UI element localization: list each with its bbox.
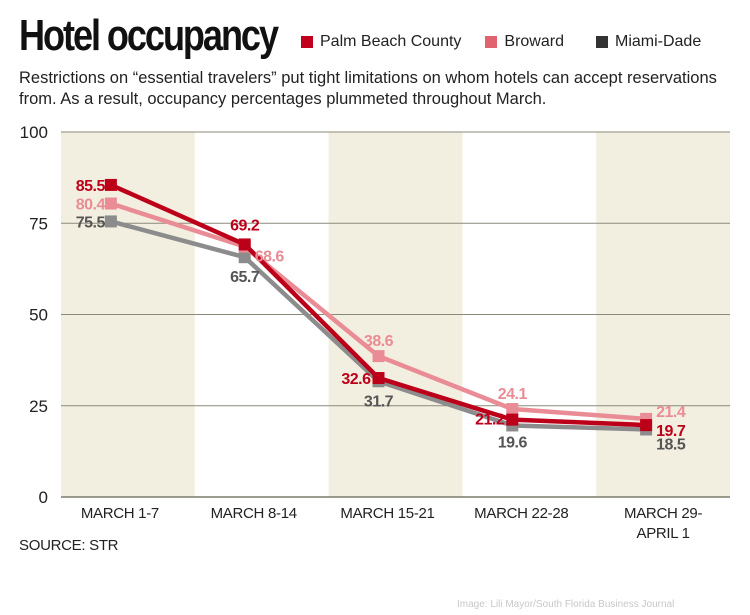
y-tick-label: 100 bbox=[20, 123, 48, 142]
source-note: SOURCE: STR bbox=[19, 537, 119, 554]
data-label-palm-beach-county: 21.2 bbox=[475, 412, 505, 429]
legend: Palm Beach County Broward Miami-Dade bbox=[301, 33, 721, 51]
data-label-broward: 80.4 bbox=[76, 197, 106, 214]
y-tick-label: 75 bbox=[29, 214, 48, 233]
data-label-broward: 24.1 bbox=[498, 386, 528, 403]
y-tick-label: 25 bbox=[29, 397, 48, 416]
legend-label-miami-dade: Miami-Dade bbox=[614, 33, 702, 50]
data-label-broward: 68.6 bbox=[255, 249, 285, 266]
data-label-palm-beach-county: 19.7 bbox=[656, 423, 686, 440]
chart-subtitle: Restrictions on “essential travelers” pu… bbox=[19, 69, 717, 108]
data-point-broward bbox=[104, 197, 117, 210]
data-label-miami-dade: 65.7 bbox=[230, 269, 260, 286]
data-point-broward bbox=[372, 350, 385, 363]
data-label-miami-dade: 18.5 bbox=[656, 436, 686, 453]
data-label-broward: 21.4 bbox=[656, 404, 686, 421]
data-label-miami-dade: 75.5 bbox=[76, 214, 106, 231]
image-credit: Image: Lili Mayor/South Florida Business… bbox=[457, 599, 675, 610]
data-point-palm-beach-county bbox=[506, 413, 519, 426]
series-lines bbox=[104, 178, 653, 436]
y-tick-label: 50 bbox=[29, 306, 48, 325]
data-point-miami-dade bbox=[104, 215, 117, 228]
legend-item-palm-beach: Palm Beach County bbox=[301, 33, 461, 51]
data-label-palm-beach-county: 32.6 bbox=[341, 371, 371, 388]
y-axis-ticks: 0 25 50 75 100 bbox=[20, 123, 48, 507]
x-tick-label: MARCH 29- bbox=[624, 505, 702, 522]
legend-swatch-broward bbox=[485, 36, 498, 48]
data-label-miami-dade: 19.6 bbox=[498, 434, 528, 451]
legend-label-broward: Broward bbox=[504, 33, 564, 50]
data-label-palm-beach-county: 85.5 bbox=[76, 178, 106, 195]
legend-swatch-palm-beach bbox=[301, 36, 313, 48]
legend-label-palm-beach: Palm Beach County bbox=[320, 33, 462, 50]
x-axis-ticks: MARCH 1-7 MARCH 8-14 MARCH 15-21 MARCH 22-2… bbox=[81, 505, 703, 542]
legend-item-broward: Broward bbox=[485, 33, 564, 51]
data-labels: 75.5 65.7 31.7 19.6 18.5 80.4 68.6 38.6 24.1 21.4… bbox=[76, 178, 687, 454]
x-tick-label: MARCH 22-28 bbox=[474, 505, 568, 522]
data-point-palm-beach-county bbox=[372, 372, 385, 385]
x-tick-label: APRIL 1 bbox=[636, 525, 689, 542]
x-tick-label: MARCH 15-21 bbox=[340, 505, 434, 522]
y-tick-label: 0 bbox=[39, 488, 48, 507]
legend-item-miami-dade: Miami-Dade bbox=[595, 33, 702, 51]
x-tick-label: MARCH 1-7 bbox=[81, 505, 159, 522]
data-point-palm-beach-county bbox=[238, 238, 251, 251]
data-point-palm-beach-county bbox=[104, 178, 117, 191]
data-label-miami-dade: 31.7 bbox=[364, 393, 394, 410]
data-point-miami-dade bbox=[238, 251, 251, 264]
x-tick-label: MARCH 8-14 bbox=[211, 505, 297, 522]
data-point-palm-beach-county bbox=[640, 419, 653, 432]
data-point-broward bbox=[506, 403, 519, 416]
data-label-palm-beach-county: 69.2 bbox=[230, 217, 260, 234]
legend-swatch-miami-dade bbox=[595, 36, 608, 48]
chart-title: Hotel occupancy bbox=[19, 11, 279, 60]
data-label-broward: 38.6 bbox=[364, 333, 394, 350]
